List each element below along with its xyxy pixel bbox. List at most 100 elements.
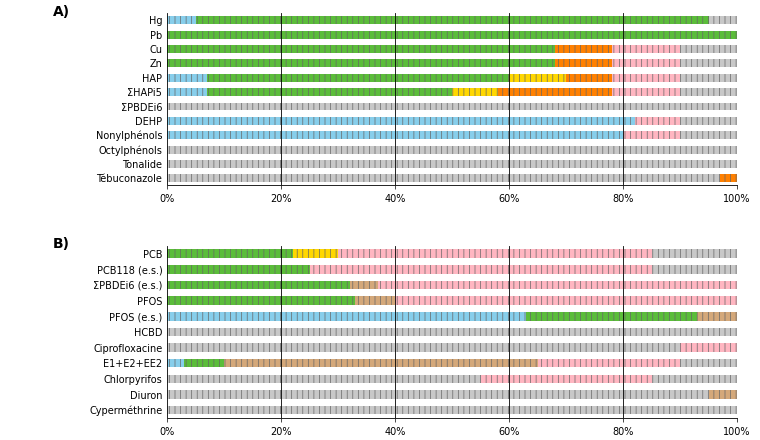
Bar: [538, 359, 680, 367]
Bar: [680, 59, 737, 67]
Bar: [652, 265, 737, 274]
Bar: [167, 374, 480, 383]
Bar: [167, 117, 635, 125]
Bar: [452, 88, 498, 96]
Bar: [652, 374, 737, 383]
Bar: [167, 390, 708, 399]
Bar: [680, 359, 737, 367]
Bar: [167, 296, 355, 305]
Bar: [480, 374, 652, 383]
Bar: [680, 131, 737, 139]
Bar: [207, 74, 509, 82]
Bar: [708, 16, 737, 24]
Bar: [207, 74, 509, 82]
Bar: [338, 249, 652, 258]
Bar: [196, 16, 708, 24]
Bar: [708, 390, 737, 399]
Bar: [680, 74, 737, 82]
Bar: [167, 31, 737, 39]
Bar: [612, 88, 680, 96]
Bar: [355, 296, 395, 305]
Bar: [167, 281, 350, 289]
Bar: [167, 374, 480, 383]
Bar: [612, 45, 680, 53]
Bar: [167, 312, 526, 320]
Bar: [350, 281, 378, 289]
Bar: [167, 88, 207, 96]
Bar: [509, 74, 566, 82]
Bar: [167, 327, 737, 336]
Bar: [167, 16, 196, 24]
Bar: [167, 359, 184, 367]
Bar: [680, 131, 737, 139]
Bar: [167, 390, 708, 399]
Bar: [167, 265, 310, 274]
Bar: [526, 312, 697, 320]
Bar: [310, 265, 652, 274]
Bar: [697, 312, 737, 320]
Bar: [167, 88, 207, 96]
Bar: [167, 265, 310, 274]
Text: A): A): [53, 4, 71, 18]
Bar: [310, 265, 652, 274]
Bar: [167, 59, 555, 67]
Bar: [612, 74, 680, 82]
Bar: [167, 312, 526, 320]
Bar: [498, 88, 612, 96]
Bar: [452, 88, 498, 96]
Bar: [184, 359, 224, 367]
Bar: [167, 296, 355, 305]
Bar: [167, 406, 737, 414]
Bar: [680, 359, 737, 367]
Bar: [167, 406, 737, 414]
Bar: [652, 249, 737, 258]
Bar: [566, 74, 612, 82]
Bar: [480, 374, 652, 383]
Bar: [293, 249, 338, 258]
Bar: [167, 45, 555, 53]
Bar: [526, 312, 697, 320]
Bar: [538, 359, 680, 367]
Bar: [555, 59, 612, 67]
Bar: [167, 103, 737, 110]
Bar: [167, 16, 196, 24]
Bar: [566, 74, 612, 82]
Bar: [167, 327, 737, 336]
Bar: [167, 343, 680, 352]
Bar: [355, 296, 395, 305]
Bar: [167, 146, 737, 154]
Bar: [697, 312, 737, 320]
Bar: [207, 88, 452, 96]
Bar: [378, 281, 737, 289]
Bar: [167, 146, 737, 154]
Bar: [167, 131, 623, 139]
Bar: [207, 88, 452, 96]
Bar: [498, 88, 612, 96]
Bar: [167, 74, 207, 82]
Bar: [395, 296, 737, 305]
Bar: [167, 103, 737, 110]
Bar: [612, 45, 680, 53]
Bar: [635, 117, 680, 125]
Bar: [167, 343, 680, 352]
Bar: [680, 343, 737, 352]
Bar: [338, 249, 652, 258]
Bar: [680, 117, 737, 125]
Bar: [167, 249, 293, 258]
Bar: [196, 16, 708, 24]
Bar: [720, 174, 737, 182]
Bar: [167, 160, 737, 168]
Bar: [612, 88, 680, 96]
Bar: [720, 174, 737, 182]
Bar: [623, 131, 680, 139]
Bar: [167, 160, 737, 168]
Bar: [555, 45, 612, 53]
Bar: [555, 59, 612, 67]
Bar: [612, 74, 680, 82]
Bar: [708, 390, 737, 399]
Bar: [680, 343, 737, 352]
Bar: [167, 74, 207, 82]
Bar: [167, 131, 623, 139]
Bar: [167, 31, 737, 39]
Bar: [680, 59, 737, 67]
